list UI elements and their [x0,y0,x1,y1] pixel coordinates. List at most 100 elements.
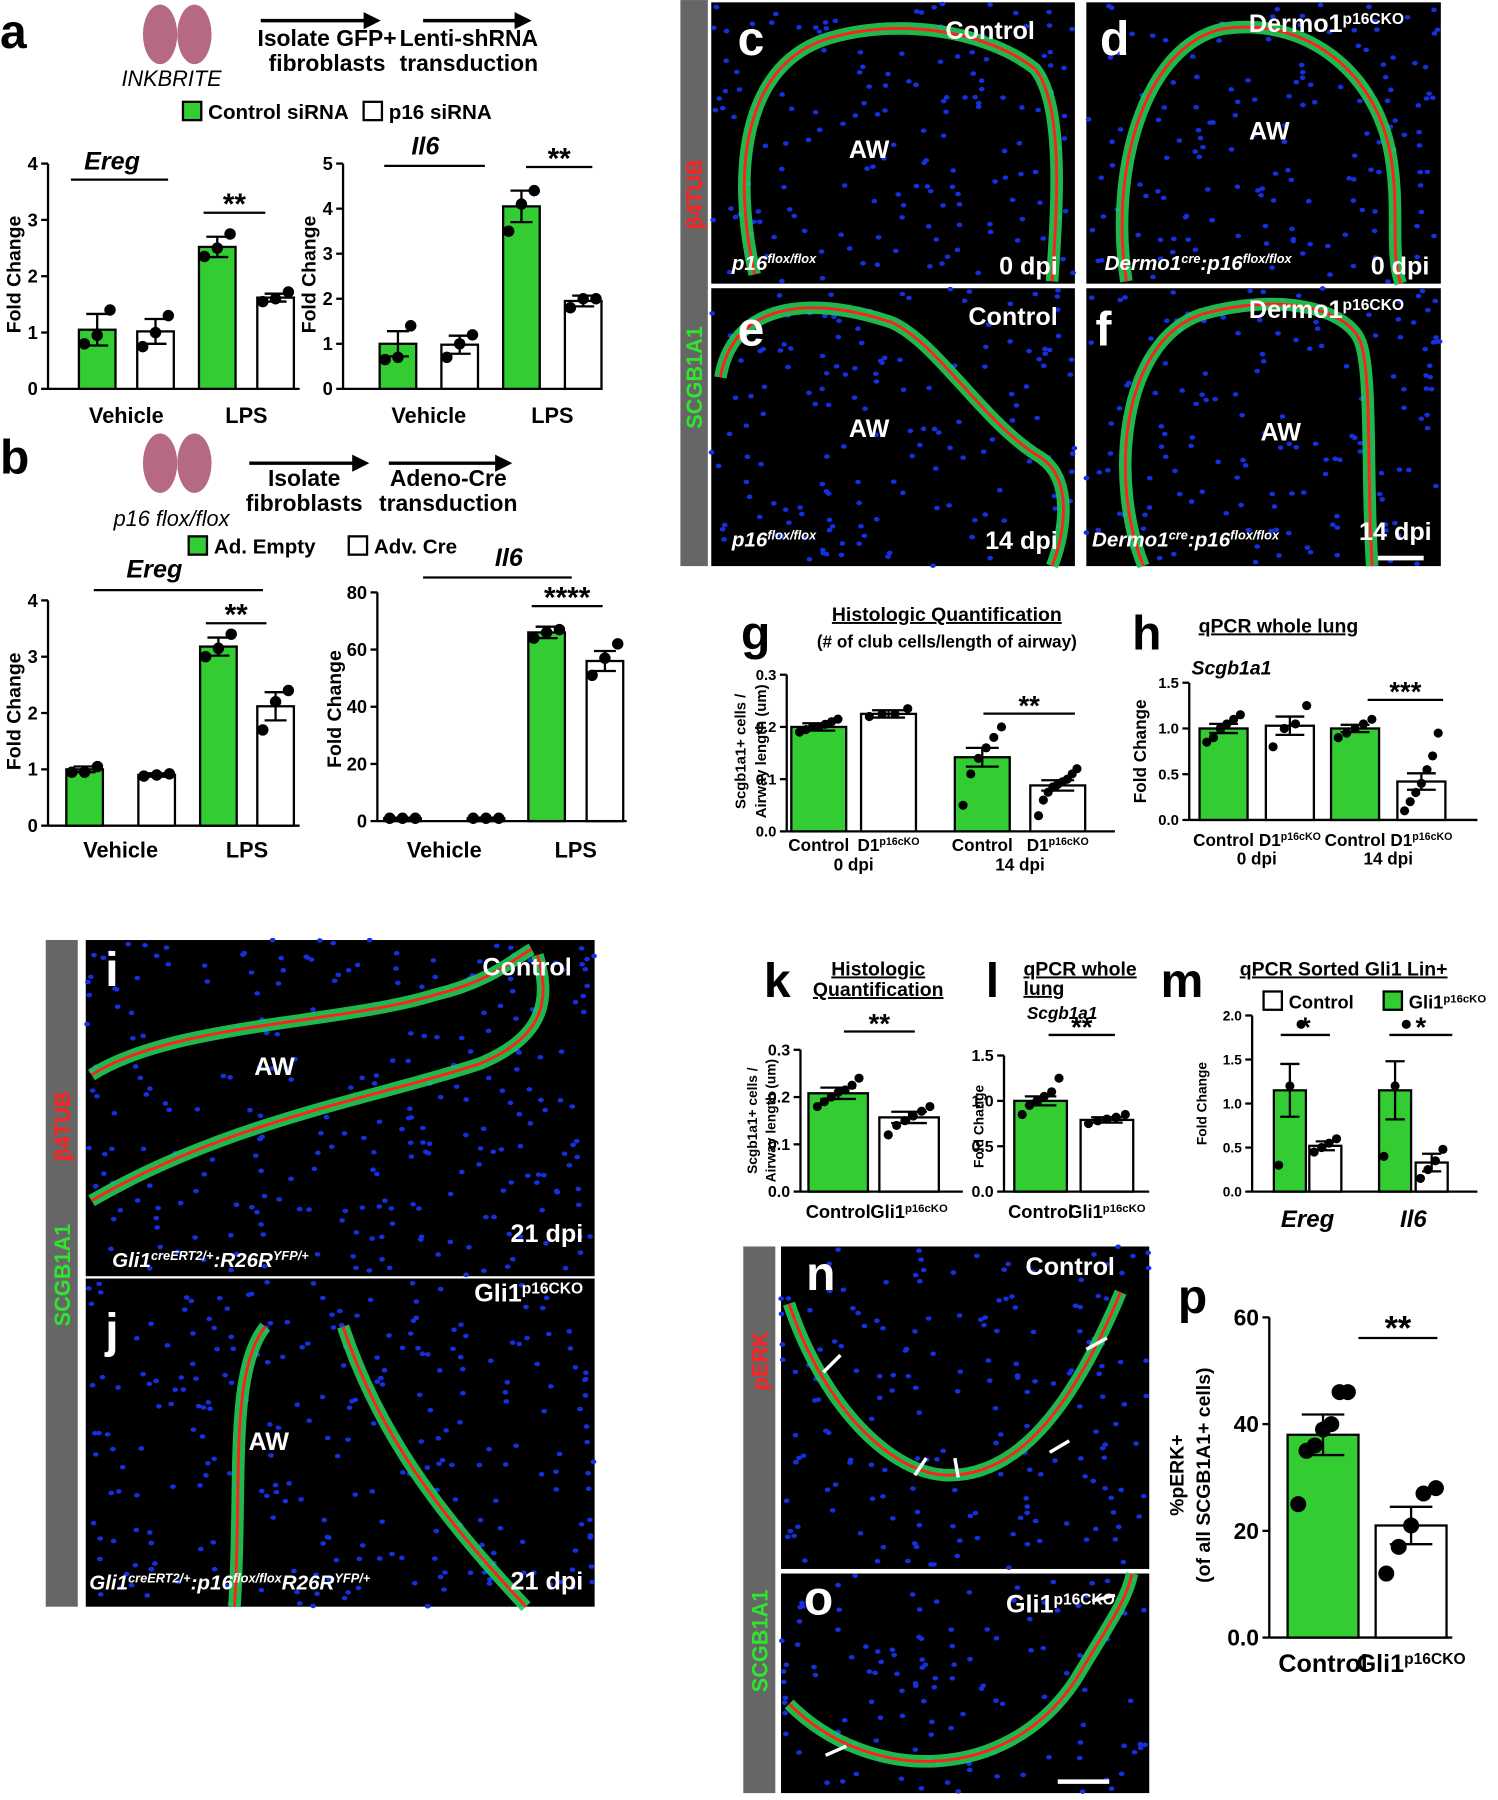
nucleus [578,946,585,951]
nucleus [389,1221,396,1226]
nucleus [794,1642,801,1647]
nucleus [1392,520,1398,526]
nucleus [1122,295,1128,300]
nucleus [1124,383,1130,388]
nucleus [933,237,940,242]
nucleus [1160,195,1167,201]
nucleus [310,1603,316,1609]
nucleus [299,1344,306,1350]
nucleus [918,1786,925,1791]
nucleus [117,1207,124,1213]
arrow [953,1457,960,1478]
bar [256,296,296,390]
micrograph-label: Control [946,17,1035,45]
nucleus [874,1558,881,1564]
data-point [892,1120,902,1130]
nucleus [1030,1329,1037,1335]
nucleus [916,1607,923,1612]
nucleus [708,450,715,455]
nucleus [1156,555,1163,561]
nucleus [957,1369,964,1375]
y-tick-label: 40 [1234,1411,1259,1437]
panel-letter: e [738,303,765,356]
nucleus [1372,209,1378,214]
y-axis-label: Fold Change [4,652,26,770]
nucleus [831,314,837,320]
nucleus [1120,1559,1127,1565]
nucleus [1077,1304,1084,1310]
nucleus [1268,528,1274,534]
nucleus [259,1134,265,1140]
nucleus [853,1771,860,1777]
y-tick-label: 80 [347,582,367,603]
nucleus [1262,430,1268,436]
group-label: LPS [531,403,573,428]
nucleus [1041,1694,1048,1700]
nucleus [719,527,726,532]
data-point [1433,728,1443,738]
nucleus [890,479,897,484]
nucleus [1105,468,1111,473]
nucleus [190,1331,196,1336]
nucleus [1032,169,1039,175]
nucleus [821,48,827,53]
nucleus [904,1558,911,1564]
nucleus [1240,457,1246,463]
nucleus [1232,113,1239,118]
nucleus [278,955,285,961]
nucleus [1090,1478,1097,1484]
data-point [1054,1073,1064,1083]
nucleus [1063,1521,1070,1526]
nucleus [507,945,514,951]
nucleus [395,980,401,986]
y-axis-label: Fold Change [4,216,26,334]
nucleus [1414,223,1420,229]
nucleus [1423,96,1430,101]
nucleus [1149,33,1156,39]
legend-label: Ad. Empty [214,536,316,559]
data-point [211,242,223,254]
nucleus [1076,1329,1083,1334]
nucleus [926,385,932,391]
nucleus [973,1253,980,1259]
nucleus [782,507,789,512]
nucleus [1349,433,1355,439]
nucleus [1014,238,1021,243]
nucleus [894,1671,900,1677]
chart-subtitle: Scgb1a1 [1027,1003,1098,1023]
nucleus [1069,26,1075,32]
nucleus [855,479,861,485]
panel-letter: d [1100,13,1129,66]
nucleus [566,1329,573,1334]
nucleus [889,1388,896,1393]
bar [197,245,237,390]
nucleus [108,1246,114,1252]
nucleus [1162,361,1169,366]
nucleus [296,1206,303,1212]
y-tick-label: 0.0 [1223,1184,1242,1199]
nucleus [353,1265,359,1271]
data-point [1317,1142,1327,1153]
nucleus [1282,123,1288,128]
nucleus [553,1469,559,1475]
chart-title: Il6 [411,132,440,160]
nucleus [204,979,211,984]
nucleus [519,1539,526,1545]
data-point [989,732,999,742]
data-point [819,1097,829,1107]
nucleus [1008,391,1015,397]
micrograph-label-part: flox/flox [767,527,817,542]
nucleus [728,206,734,211]
nucleus [912,1329,918,1334]
stain-label: SCGB1A1 [50,1224,75,1327]
nucleus [463,1272,470,1278]
nucleus [115,1489,122,1494]
nucleus [954,1389,961,1394]
legend-swatch [181,100,203,122]
nucleus [899,1713,906,1719]
y-tick-label: 20 [347,753,367,774]
nucleus [853,1368,860,1374]
micrograph-label: Gli1p16CKO [1006,1590,1115,1618]
nucleus [1108,421,1115,426]
nucleus [824,1487,831,1493]
